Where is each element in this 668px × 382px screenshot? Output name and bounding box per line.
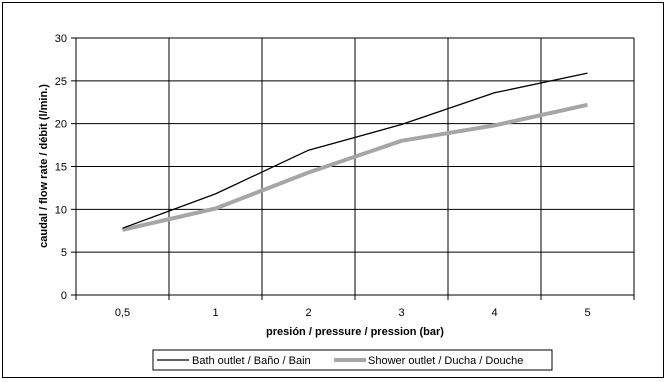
bath-outlet-series-line (122, 72, 588, 229)
y-tick-label: 30 (55, 33, 67, 45)
x-tick-label: 4 (491, 307, 497, 319)
y-tick-label: 5 (61, 247, 67, 259)
x-tick-label: 2 (305, 307, 311, 319)
y-tick-label: 0 (61, 290, 67, 302)
legend: Bath outlet / Baño / Bain Shower outlet /… (152, 349, 553, 371)
data-series (122, 72, 588, 232)
x-tick-labels: 0,5 1 2 3 4 5 (115, 307, 591, 319)
legend-label: Shower outlet / Ducha / Douche (368, 355, 523, 367)
y-axis-title: caudal / flow rate / débit (l/min.) (38, 84, 50, 248)
x-axis-title: presión / pressure / pression (bar) (266, 326, 444, 338)
x-tick-label: 1 (212, 307, 218, 319)
y-tick-labels: 0 5 10 15 20 25 30 (55, 33, 67, 302)
y-tick-label: 10 (55, 204, 67, 216)
x-tick-label: 3 (398, 307, 404, 319)
y-tick-label: 20 (55, 119, 67, 131)
shower-outlet-series-line (122, 102, 588, 232)
x-tick-label: 5 (584, 307, 590, 319)
chart-frame (2, 2, 664, 378)
gridlines (71, 37, 635, 300)
x-tick-label: 0,5 (115, 307, 130, 319)
y-tick-label: 15 (55, 162, 67, 174)
legend-label: Bath outlet / Baño / Bain (192, 355, 311, 367)
y-tick-label: 25 (55, 76, 67, 88)
